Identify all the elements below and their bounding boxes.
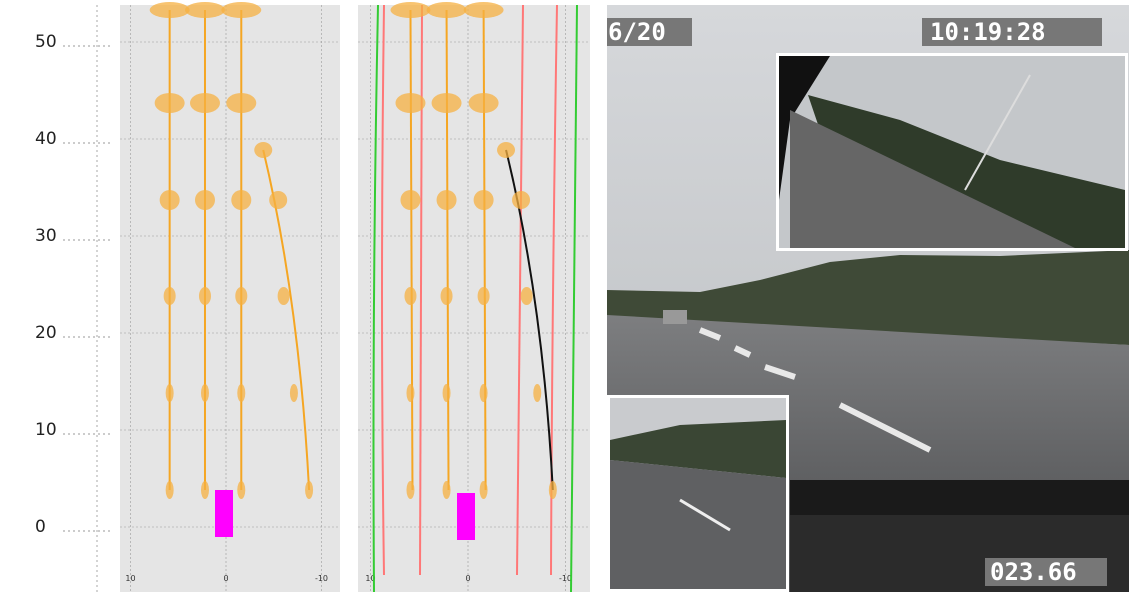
uncertainty	[194, 190, 215, 210]
y-tick-label: 20	[35, 323, 57, 343]
uncertainty	[395, 93, 426, 113]
y-axis: 50 40 30 20 10 0	[35, 32, 112, 537]
uncertainty	[189, 93, 220, 113]
uncertainty	[548, 481, 557, 499]
x-tick-label: 10	[365, 574, 375, 583]
uncertainty	[468, 93, 499, 113]
x-tick-label: 10	[125, 574, 135, 583]
uncertainty	[533, 384, 542, 402]
uncertainty	[406, 384, 415, 402]
y-tick-label: 40	[35, 129, 57, 149]
counter: 023.66	[990, 558, 1077, 586]
uncertainty	[440, 287, 453, 305]
uncertainty	[184, 2, 225, 18]
boundary-line	[381, 4, 385, 576]
x-tick-label: 0	[223, 574, 228, 583]
uncertainty	[426, 2, 467, 18]
x-tick-label: 0	[465, 574, 470, 583]
uncertainty	[200, 384, 209, 402]
uncertainty	[221, 2, 262, 18]
boundary-line	[372, 4, 379, 592]
uncertainty	[406, 481, 415, 499]
uncertainty	[404, 287, 417, 305]
uncertainty	[254, 142, 273, 158]
uncertainty	[277, 287, 290, 305]
uncertainty	[442, 481, 451, 499]
clock: 10:19:28	[930, 18, 1046, 46]
uncertainty	[477, 287, 490, 305]
uncertainty	[237, 384, 246, 402]
y-tick-label: 10	[35, 420, 57, 440]
uncertainty	[200, 481, 209, 499]
uncertainty	[269, 191, 288, 209]
plots: 10 0 -10 10 0 -10	[120, 2, 590, 592]
ego-vehicle	[457, 493, 475, 540]
uncertainty	[237, 481, 246, 499]
uncertainty	[305, 481, 314, 499]
uncertainty	[400, 190, 421, 210]
boundary-line	[516, 4, 524, 576]
uncertainty	[226, 93, 257, 113]
y-tick-label: 30	[35, 226, 57, 246]
uncertainty	[149, 2, 190, 18]
uncertainty	[198, 287, 211, 305]
uncertainty	[235, 287, 248, 305]
ego-vehicle	[215, 490, 233, 537]
camera-view: 6/20 10:19:28 023.66	[607, 5, 1129, 592]
trajectory	[409, 9, 414, 491]
frame-label: 6/20	[608, 18, 666, 46]
trajectory	[482, 9, 487, 491]
uncertainty	[163, 287, 176, 305]
uncertainty	[154, 93, 185, 113]
boundary-line	[570, 4, 578, 592]
uncertainty	[159, 190, 180, 210]
uncertainty	[390, 2, 431, 18]
uncertainty	[442, 384, 451, 402]
uncertainty	[165, 481, 174, 499]
uncertainty	[473, 190, 494, 210]
uncertainty	[512, 191, 531, 209]
predicted-path	[505, 149, 554, 491]
uncertainty	[479, 384, 488, 402]
uncertainty	[520, 287, 533, 305]
x-tick-label: -10	[559, 574, 572, 583]
uncertainty	[463, 2, 504, 18]
uncertainty	[436, 190, 457, 210]
uncertainty	[479, 481, 488, 499]
x-tick-label: -10	[315, 574, 328, 583]
uncertainty	[431, 93, 462, 113]
uncertainty	[165, 384, 174, 402]
y-tick-label: 50	[35, 32, 57, 52]
trajectory	[445, 9, 450, 491]
uncertainty	[231, 190, 252, 210]
y-tick-label: 0	[35, 517, 46, 537]
uncertainty	[289, 384, 298, 402]
uncertainty	[497, 142, 516, 158]
predicted-path	[262, 149, 311, 491]
